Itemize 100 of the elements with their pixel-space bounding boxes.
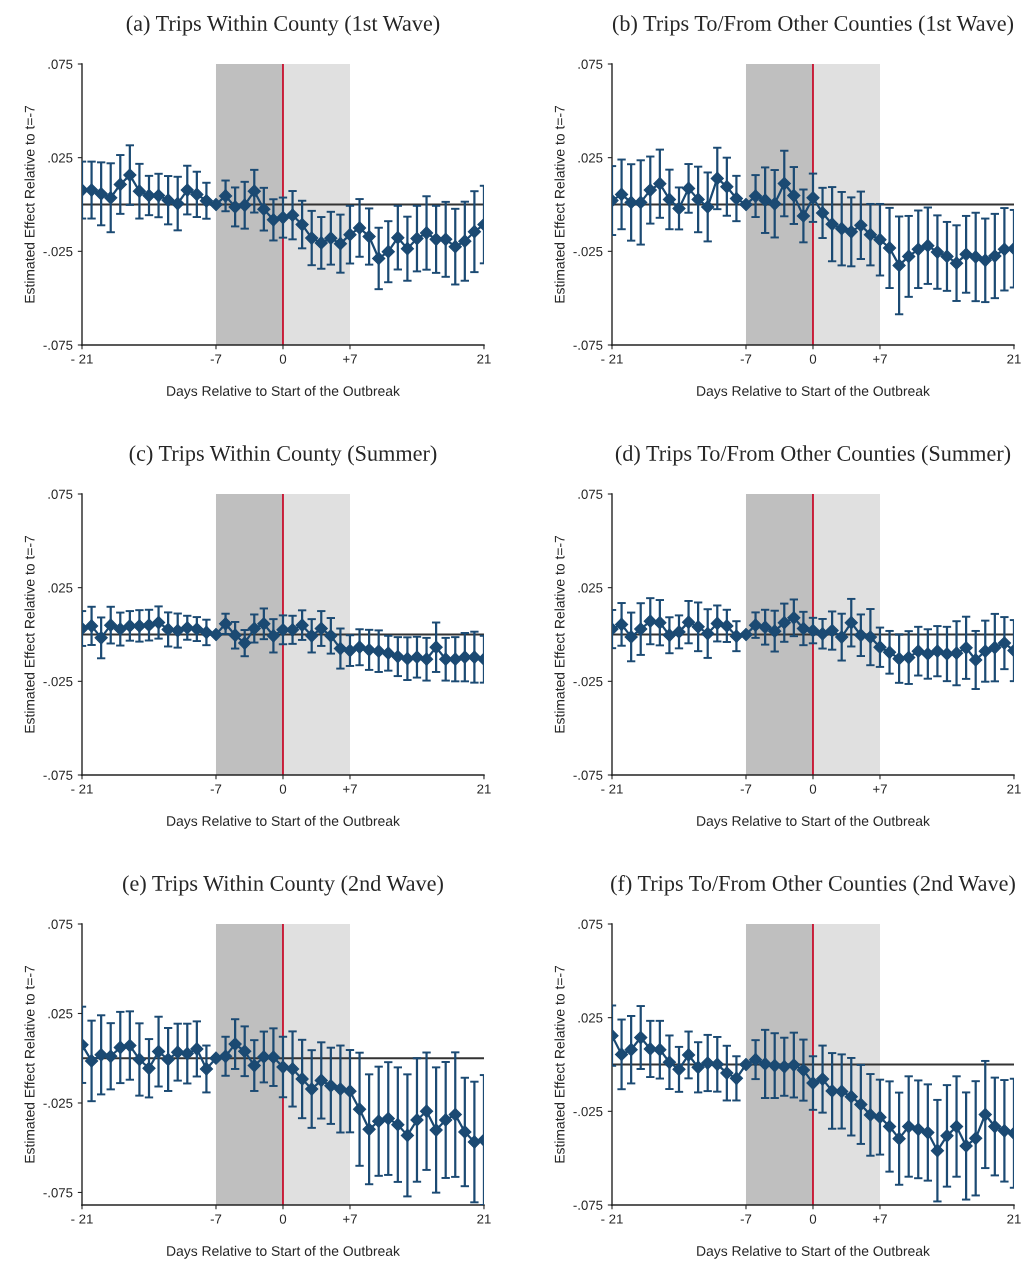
point [285, 208, 300, 222]
point [787, 188, 801, 203]
y-tick-label: .075 [578, 919, 603, 929]
point [238, 1044, 252, 1058]
chart-title: (e) Trips Within County (2nd Wave) [123, 875, 443, 896]
point [161, 622, 175, 637]
point [381, 646, 395, 660]
point [873, 233, 887, 247]
point [400, 1128, 414, 1142]
x-tick-label: 21 [1007, 1214, 1021, 1224]
point [429, 1123, 443, 1137]
point [84, 1054, 99, 1068]
point [930, 644, 944, 658]
point [104, 618, 118, 632]
point [777, 176, 791, 191]
point [285, 623, 300, 637]
point [873, 640, 887, 654]
point [228, 1037, 242, 1051]
point [768, 1059, 782, 1073]
point [238, 198, 252, 212]
point [634, 622, 648, 636]
point [729, 629, 744, 643]
point [343, 644, 357, 658]
x-tick-label: -7 [210, 354, 222, 364]
point [806, 623, 820, 638]
point [199, 625, 214, 640]
point [161, 193, 175, 207]
point [902, 249, 916, 263]
point [180, 1046, 194, 1061]
y-tick-label: -.025 [43, 1098, 73, 1108]
point [190, 622, 204, 636]
y-axis-title: Estimated Effect Relative to t=-7 [24, 965, 35, 1163]
point [295, 1072, 309, 1086]
point [729, 1071, 744, 1085]
point [209, 197, 223, 212]
point [410, 1113, 424, 1127]
y-tick-label: -.025 [573, 1106, 603, 1117]
point [352, 640, 367, 654]
point [104, 1049, 118, 1063]
point [978, 1107, 992, 1122]
point [911, 644, 925, 658]
point [815, 206, 830, 220]
x-tick-label: - 21 [71, 784, 93, 794]
point [84, 183, 99, 197]
point [691, 192, 705, 207]
point [467, 225, 481, 239]
point [247, 1058, 261, 1073]
point [806, 1076, 820, 1090]
point [151, 615, 166, 630]
point [624, 1043, 638, 1057]
y-tick-label: .025 [578, 153, 603, 163]
point [653, 177, 667, 191]
point [333, 237, 347, 251]
point [190, 1042, 204, 1056]
point [151, 188, 166, 203]
point [324, 629, 338, 643]
y-tick-label: -.075 [573, 340, 603, 350]
point [238, 636, 252, 650]
y-tick-label: -.025 [573, 246, 603, 257]
point [266, 629, 281, 643]
y-tick-label: .075 [578, 59, 603, 69]
chart-title: (f) Trips To/From Other Counties (2nd Wave) [611, 875, 1015, 896]
point [266, 213, 281, 227]
point [467, 1135, 481, 1149]
point [701, 1056, 715, 1070]
point [681, 181, 696, 195]
point [247, 621, 261, 636]
point [180, 621, 194, 635]
point [314, 1073, 328, 1088]
point [448, 1108, 462, 1122]
point [662, 628, 677, 642]
point [419, 1104, 434, 1118]
point [691, 620, 705, 634]
x-tick-label: - 21 [601, 354, 623, 364]
point [854, 628, 868, 642]
point [815, 627, 830, 641]
point [171, 623, 185, 638]
point [863, 1108, 877, 1122]
point [439, 232, 453, 246]
point [113, 1040, 127, 1055]
point [199, 1062, 214, 1076]
x-tick-label: 21 [477, 354, 491, 364]
point [978, 253, 992, 267]
point [854, 218, 868, 232]
point [151, 1045, 166, 1059]
point [314, 621, 328, 636]
point [295, 217, 309, 232]
point [113, 177, 127, 192]
point [391, 1118, 405, 1132]
y-tick-label: -.025 [43, 676, 73, 687]
point [959, 641, 973, 655]
point [729, 191, 744, 206]
chart-title: (b) Trips To/From Other Counties (1st Wave) [612, 15, 1014, 36]
point [997, 1124, 1011, 1138]
x-tick-label: -7 [740, 354, 752, 364]
point [142, 618, 156, 632]
point [863, 228, 877, 242]
point [710, 1057, 724, 1071]
point [324, 1079, 338, 1093]
point [305, 1082, 319, 1096]
